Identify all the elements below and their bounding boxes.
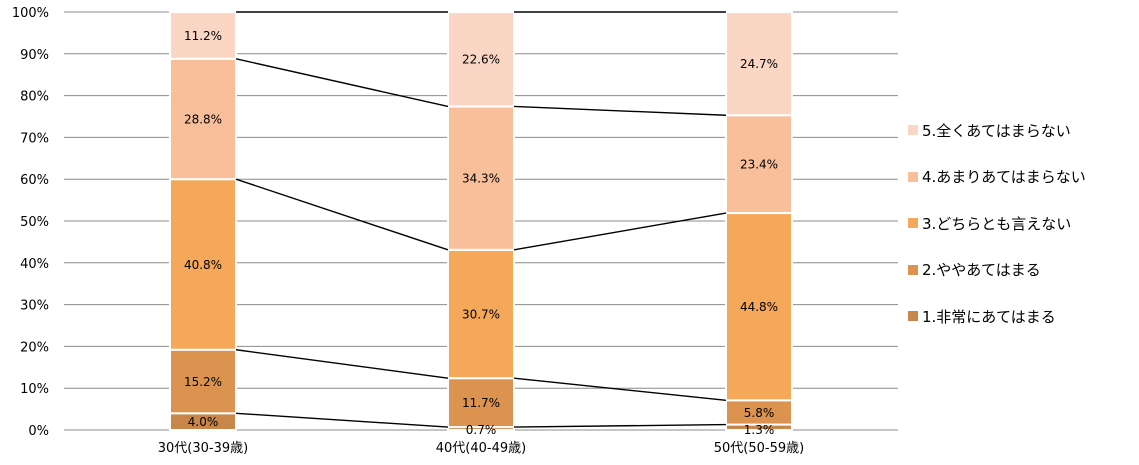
data-label: 0.7% (466, 423, 497, 437)
legend-swatch (908, 125, 918, 135)
data-label: 34.3% (462, 172, 500, 186)
legend-swatch (908, 311, 918, 321)
data-label: 5.8% (744, 406, 775, 420)
y-tick-label: 50% (20, 215, 49, 230)
legend-swatch (908, 264, 918, 275)
data-label: 4.0% (188, 415, 219, 429)
data-label: 24.7% (740, 57, 778, 71)
y-tick-label: 0% (28, 424, 49, 439)
bar-segment (169, 11, 237, 60)
bar-segment (447, 377, 515, 429)
series-line (513, 377, 727, 402)
y-tick-label: 60% (20, 173, 49, 188)
legend-label: 5.全くあてはまらない (922, 121, 1071, 140)
y-tick-label: 40% (20, 257, 49, 272)
data-label: 30.7% (462, 308, 500, 322)
series-line (513, 105, 727, 116)
legend-swatch (908, 171, 918, 182)
y-tick-label: 30% (20, 299, 49, 314)
series-line (235, 349, 449, 379)
data-label: 44.8% (740, 300, 778, 314)
series-line (235, 412, 449, 428)
bar-segment (169, 348, 237, 415)
legend-swatch (908, 218, 918, 228)
y-tick-label: 80% (20, 90, 49, 105)
data-label: 1.3% (744, 423, 775, 437)
y-tick-label: 20% (20, 340, 49, 355)
bar-segment (169, 178, 237, 351)
series-line (513, 212, 727, 251)
series-line (235, 178, 449, 251)
x-category-label: 40代(40-49歳) (436, 441, 526, 456)
y-tick-label: 90% (20, 48, 49, 63)
legend-label: 3.どちらとも言えない (922, 214, 1072, 233)
bar-segment (725, 11, 793, 117)
legend-label: 4.あまりあてはまらない (922, 168, 1086, 186)
x-category-label: 30代(30-39歳) (158, 441, 248, 456)
legend-item: 3.どちらとも言えない (908, 211, 1133, 235)
legend-label: 2.ややあてはまる (922, 261, 1041, 279)
legend: 5.全くあてはまらない 4.あまりあてはまらない 3.どちらとも言えない 2.ややあて… (908, 118, 1133, 351)
y-tick-label: 70% (20, 131, 49, 146)
series-line (235, 58, 449, 108)
bar-segment (725, 399, 793, 426)
data-label: 40.8% (184, 258, 222, 272)
legend-item: 4.あまりあてはまらない (908, 165, 1133, 189)
legend-item: 5.全くあてはまらない (908, 118, 1133, 142)
bar-segment (447, 248, 515, 380)
stacked-bar-chart: 0% 10% 20% 30% 40% 50% 60% 70% 80% 90% 100% 4.0% 0.7… (12, 6, 898, 456)
legend-item: 2.ややあてはまる (908, 258, 1133, 282)
data-label: 28.8% (184, 113, 222, 127)
data-label: 11.7% (462, 396, 500, 410)
data-label: 23.4% (740, 158, 778, 172)
bar-segment (725, 212, 793, 402)
data-label: 22.6% (462, 53, 500, 67)
data-label: 11.2% (184, 29, 222, 43)
legend-label: 1.非常にあてはまる (922, 307, 1056, 326)
bar-segment (169, 57, 237, 181)
bar-segment (447, 11, 515, 108)
legend-item: 1.非常にあてはまる (908, 304, 1133, 328)
x-category-label: 50代(50-59歳) (714, 441, 804, 456)
data-label: 15.2% (184, 375, 222, 389)
y-tick-label: 100% (12, 6, 49, 21)
bar-segment (447, 105, 515, 251)
bar-segment (725, 114, 793, 215)
y-tick-label: 10% (20, 382, 49, 397)
series-line (513, 423, 727, 428)
